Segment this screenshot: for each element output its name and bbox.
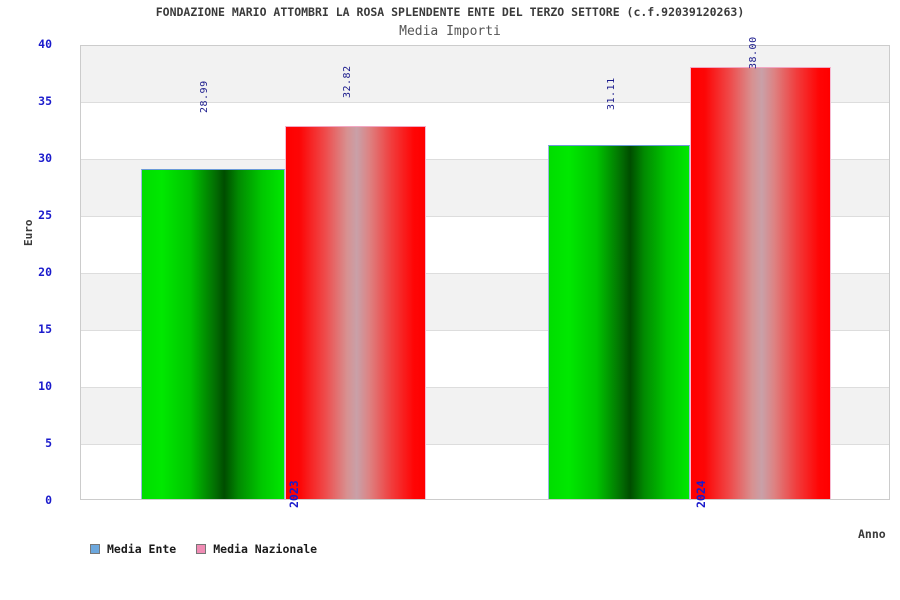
chart-title: FONDAZIONE MARIO ATTOMBRI LA ROSA SPLEND… (155, 5, 745, 19)
gridline-10 (81, 387, 889, 388)
plot-area (80, 45, 890, 500)
y-tick-5: 5 (45, 436, 52, 450)
value-label-2023-media-nazionale: 32.82 (342, 65, 353, 98)
y-tick-40: 40 (38, 37, 52, 51)
x-tick-2023: 2023 (287, 480, 301, 508)
y-tick-25: 25 (38, 208, 52, 222)
y-tick-35: 35 (38, 94, 52, 108)
gridline-5 (81, 444, 889, 445)
chart-subtitle: Media Importi (399, 24, 501, 39)
value-label-2024-media-nazionale: 38.00 (748, 36, 759, 69)
x-tick-2024: 2024 (694, 480, 708, 508)
bar-2023-media-ente[interactable] (141, 169, 285, 499)
legend-label-media-nazionale: Media Nazionale (213, 542, 318, 556)
bar-2023-media-nazionale[interactable] (285, 126, 426, 499)
legend-swatch-icon-media-nazionale (196, 544, 207, 554)
value-label-2024-media-ente: 31.11 (606, 77, 617, 110)
y-tick-30: 30 (38, 151, 52, 165)
chart-legend: Media Ente Media Nazionale (90, 542, 317, 556)
gridline-15 (81, 330, 889, 331)
bar-2024-media-ente[interactable] (548, 145, 690, 499)
y-tick-20: 20 (38, 265, 52, 279)
bar-2024-media-nazionale[interactable] (690, 67, 831, 499)
legend-label-media-ente: Media Ente (107, 542, 177, 556)
legend-swatch-icon-media-ente (90, 544, 100, 554)
y-tick-0: 0 (45, 493, 52, 507)
gridline-35 (81, 102, 889, 103)
legend-item-media-nazionale[interactable]: Media Nazionale (196, 542, 317, 556)
y-axis-title: Euro (22, 219, 35, 247)
gridline-30 (81, 159, 889, 160)
y-tick-15: 15 (38, 322, 52, 336)
y-tick-10: 10 (38, 379, 52, 393)
value-label-2023-media-ente: 28.99 (199, 80, 210, 113)
x-axis-title: Anno (858, 527, 886, 541)
legend-item-media-ente[interactable]: Media Ente (90, 542, 176, 556)
gridline-25 (81, 216, 889, 217)
gridline-20 (81, 273, 889, 274)
